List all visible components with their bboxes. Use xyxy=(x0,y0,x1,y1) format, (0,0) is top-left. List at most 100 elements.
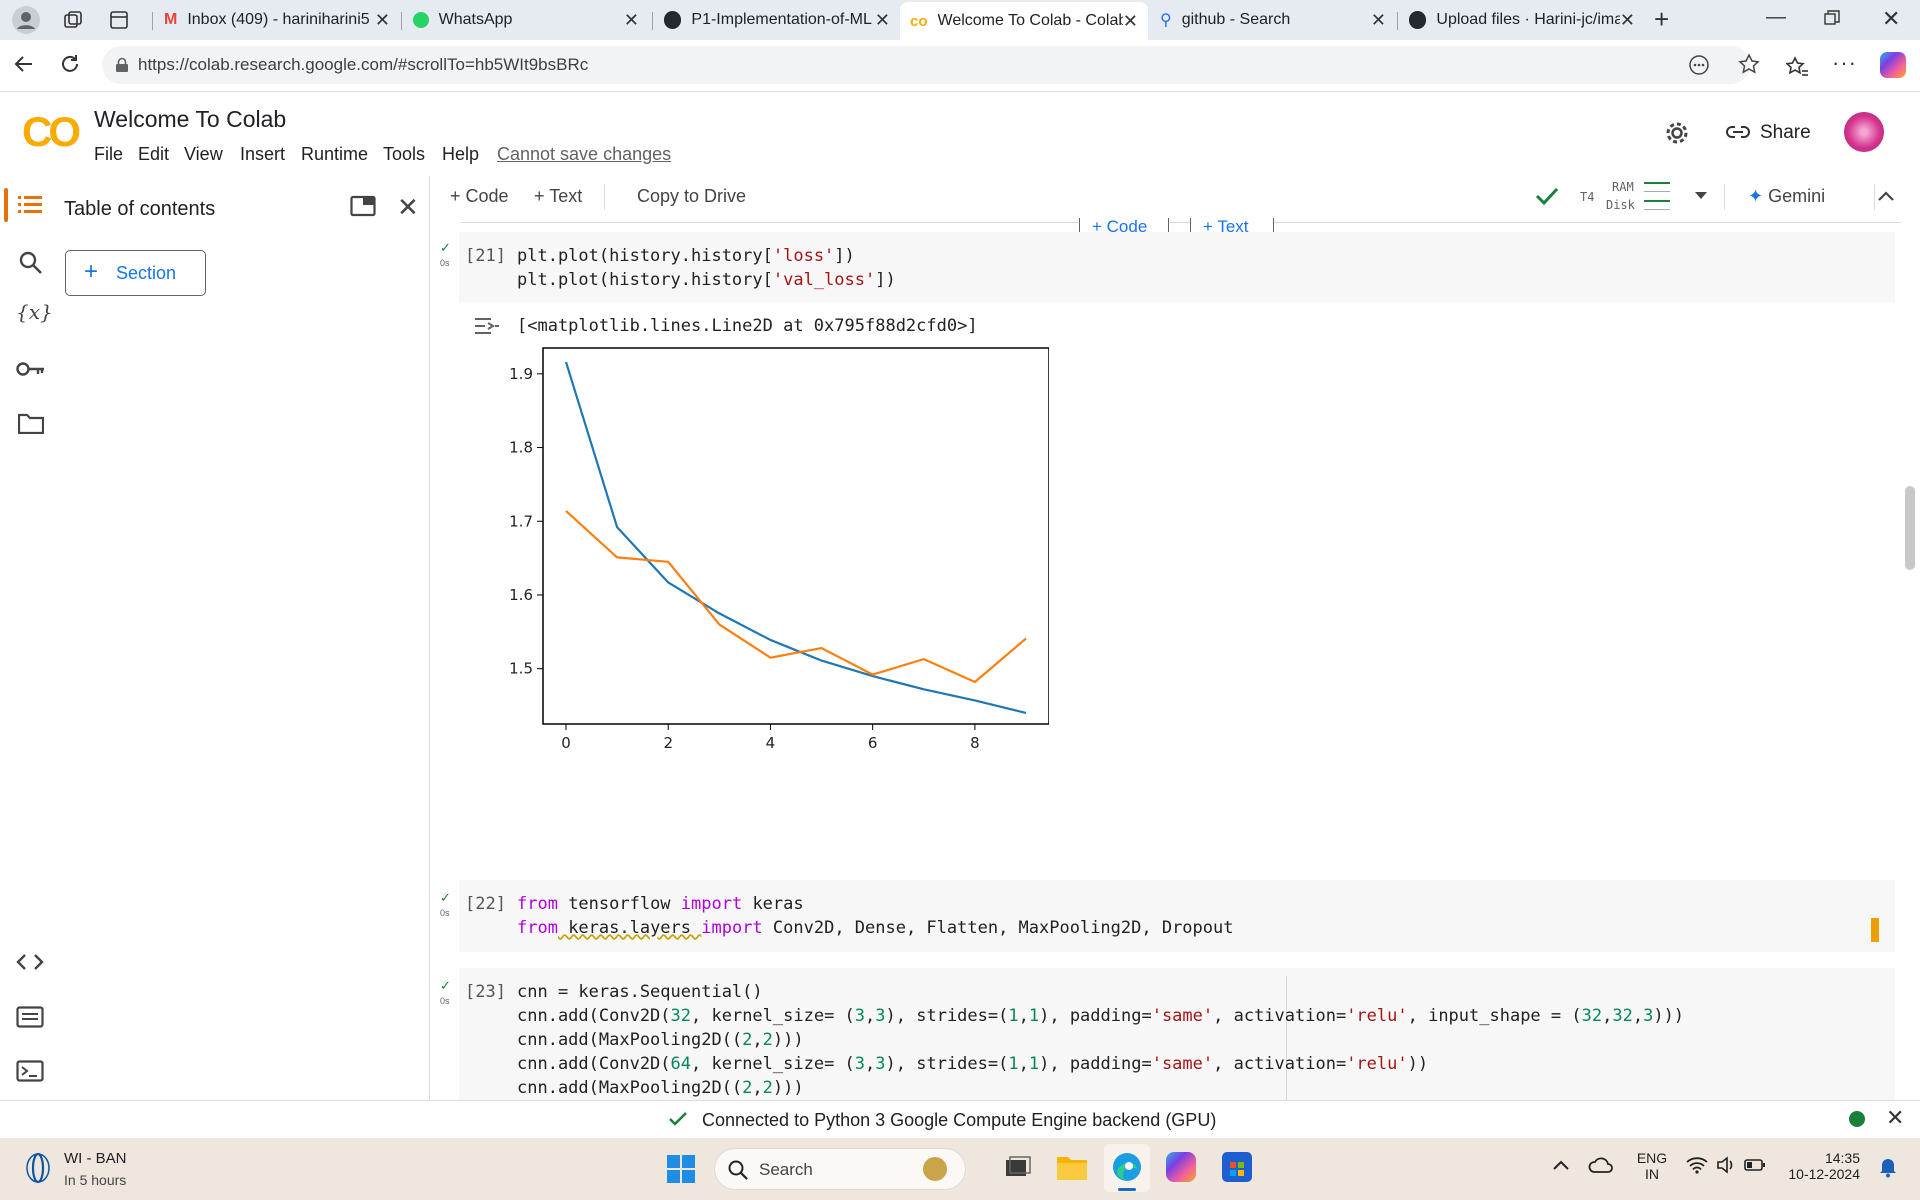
open-in-tab-icon[interactable] xyxy=(350,194,376,218)
show-hidden-icons-chevron-icon[interactable] xyxy=(1552,1158,1570,1172)
gemini-button[interactable]: ✦ Gemini xyxy=(1748,186,1825,207)
y-tick-label: 1.9 xyxy=(509,365,533,383)
output-actions-icon[interactable] xyxy=(473,314,501,338)
task-view-icon[interactable] xyxy=(1002,1152,1032,1182)
workspaces-icon[interactable] xyxy=(62,9,84,31)
close-icon[interactable]: ✕ xyxy=(1619,9,1635,30)
code-cell-22[interactable]: [22] from tensorflow import keras from k… xyxy=(459,880,1895,952)
close-icon[interactable]: ✕ xyxy=(874,9,890,30)
notebook-scrollbar[interactable] xyxy=(1901,218,1919,1100)
menu-edit[interactable]: Edit xyxy=(138,144,170,164)
tab-github-p1[interactable]: P1-Implementation-of-ML ✕ xyxy=(654,4,900,36)
secrets-key-icon[interactable] xyxy=(16,360,46,378)
runtime-dropdown-icon[interactable] xyxy=(1694,188,1708,202)
runtime-type[interactable]: T4 xyxy=(1580,190,1595,204)
search-icon xyxy=(728,1160,748,1180)
add-code-button[interactable]: + Code xyxy=(450,186,509,207)
scrollbar-thumb[interactable] xyxy=(1905,486,1915,570)
terminal-icon[interactable] xyxy=(16,1060,44,1082)
variables-icon[interactable]: {x} xyxy=(16,300,53,324)
code-line[interactable]: cnn.add(Conv2D(32, kernel_size= (3,3), s… xyxy=(517,1006,1685,1026)
execution-count[interactable]: [22] xyxy=(465,894,506,914)
avatar[interactable] xyxy=(1844,112,1884,152)
menu-tools[interactable]: Tools xyxy=(383,144,426,164)
notebook-toolbar: + Code + Text Copy to Drive T4 RAM Disk … xyxy=(430,176,1920,218)
code-line[interactable]: plt.plot(history.history['val_loss']) xyxy=(517,270,896,290)
menu-help[interactable]: Help xyxy=(442,144,480,164)
weather-title[interactable]: WI - BAN xyxy=(64,1150,127,1167)
tab-upload-files[interactable]: Upload files · Harini-jc/ima ✕ xyxy=(1399,4,1645,36)
language-indicator[interactable]: ENG IN xyxy=(1634,1150,1670,1182)
new-tab-button[interactable]: + xyxy=(1654,4,1670,34)
favorite-star-icon[interactable] xyxy=(1738,46,1760,84)
more-menu-icon[interactable]: ··· xyxy=(1832,50,1857,75)
add-text-button[interactable]: + Text xyxy=(534,186,582,207)
code-cell-23[interactable]: [23] cnn = keras.Sequential() cnn.add(Co… xyxy=(459,968,1895,1100)
reload-icon[interactable] xyxy=(58,52,82,76)
menu-file[interactable]: File xyxy=(94,144,124,164)
url-field[interactable]: https://colab.research.google.com/#scrol… xyxy=(102,46,1760,84)
notebook-title[interactable]: Welcome To Colab xyxy=(94,106,287,132)
status-text[interactable]: Connected to Python 3 Google Compute Eng… xyxy=(702,1110,1217,1130)
close-icon[interactable]: ✕ xyxy=(374,9,390,30)
code-line[interactable]: cnn = keras.Sequential() xyxy=(517,982,763,1002)
battery-icon[interactable] xyxy=(1744,1158,1766,1172)
copilot-icon[interactable] xyxy=(1880,52,1906,78)
onedrive-cloud-icon[interactable] xyxy=(1588,1156,1614,1174)
add-section-button[interactable]: + Section xyxy=(65,250,206,296)
code-cell-21[interactable]: [21] plt.plot(history.history['loss']) p… xyxy=(459,232,1895,302)
favorites-icon[interactable] xyxy=(1786,54,1810,78)
colab-logo[interactable]: CO xyxy=(22,108,81,155)
tab-github-search[interactable]: ⚲ github - Search ✕ xyxy=(1150,4,1396,36)
store-app-icon[interactable] xyxy=(1222,1152,1252,1182)
tab-colab[interactable]: co Welcome To Colab - Colab ✕ xyxy=(900,2,1148,40)
edge-taskbar-button[interactable] xyxy=(1104,1144,1150,1192)
connected-check-icon xyxy=(1534,184,1560,208)
close-window-button[interactable]: ✕ xyxy=(1882,6,1901,31)
wifi-icon[interactable] xyxy=(1686,1156,1708,1174)
menu-runtime[interactable]: Runtime xyxy=(301,144,369,164)
minimize-button[interactable]: — xyxy=(1766,6,1786,28)
close-status-icon[interactable]: ✕ xyxy=(1886,1105,1905,1130)
execution-count[interactable]: [21] xyxy=(465,246,506,266)
taskbar-search-box[interactable]: Search xyxy=(714,1148,966,1190)
notification-bell-icon[interactable] xyxy=(1878,1156,1898,1178)
close-icon[interactable]: ✕ xyxy=(1370,9,1386,30)
menu-view[interactable]: View xyxy=(184,144,223,164)
cell-divider xyxy=(461,222,1901,223)
table-of-contents-icon[interactable] xyxy=(18,194,44,216)
command-palette-icon[interactable] xyxy=(16,1006,44,1028)
menu-insert[interactable]: Insert xyxy=(240,144,286,164)
tab-whatsapp[interactable]: WhatsApp ✕ xyxy=(403,4,649,36)
code-line[interactable]: cnn.add(MaxPooling2D((2,2))) xyxy=(517,1030,804,1050)
windows-start-icon[interactable] xyxy=(666,1154,696,1184)
back-icon[interactable] xyxy=(12,52,36,76)
code-line[interactable]: cnn.add(MaxPooling2D((2,2))) xyxy=(517,1078,804,1098)
volume-icon[interactable] xyxy=(1716,1156,1736,1174)
code-line[interactable]: cnn.add(Conv2D(64, kernel_size= (3,3), s… xyxy=(517,1054,1429,1074)
site-info-icon[interactable] xyxy=(114,57,130,73)
file-explorer-icon[interactable] xyxy=(1056,1152,1088,1182)
close-icon[interactable]: ✕ xyxy=(1122,10,1138,31)
cannot-save-link[interactable]: Cannot save changes xyxy=(497,144,672,164)
code-line[interactable]: plt.plot(history.history['loss']) xyxy=(517,246,855,266)
tab-gmail[interactable]: M Inbox (409) - hariniharini5 ✕ xyxy=(154,4,400,36)
copilot-app-icon[interactable] xyxy=(1166,1152,1196,1182)
clock[interactable]: 14:35 10-12-2024 xyxy=(1786,1150,1860,1182)
execution-count[interactable]: [23] xyxy=(465,982,506,1002)
read-aloud-icon[interactable] xyxy=(1688,46,1710,84)
copy-to-drive-button[interactable]: Copy to Drive xyxy=(637,186,747,206)
profile-icon[interactable] xyxy=(12,6,40,34)
close-icon[interactable]: ✕ xyxy=(623,9,639,30)
code-line[interactable]: from keras.layers import Conv2D, Dense, … xyxy=(517,918,1234,938)
weather-icon[interactable] xyxy=(22,1152,54,1184)
tab-actions-icon[interactable] xyxy=(108,9,130,31)
close-panel-icon[interactable]: ✕ xyxy=(397,192,419,222)
search-icon[interactable] xyxy=(18,250,44,276)
code-line[interactable]: from tensorflow import keras xyxy=(517,894,804,914)
collapse-chevron-up-icon[interactable] xyxy=(1876,188,1896,204)
restore-button[interactable] xyxy=(1824,10,1840,26)
settings-gear-icon[interactable] xyxy=(1662,118,1692,148)
code-snippets-icon[interactable] xyxy=(16,952,44,972)
files-folder-icon[interactable] xyxy=(18,412,44,434)
